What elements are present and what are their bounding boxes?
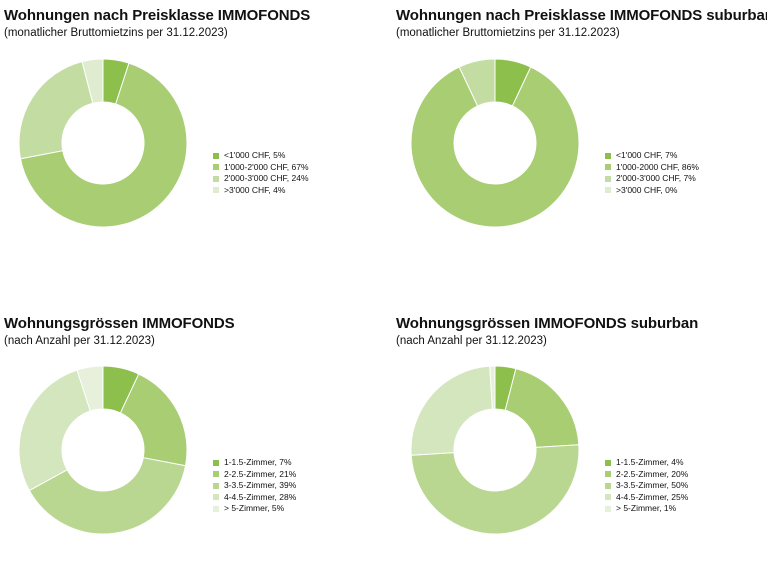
legend-label: 2-2.5-Zimmer, 21% — [224, 468, 297, 479]
chart-title: Wohnungsgrössen IMMOFONDS suburban — [396, 315, 699, 332]
donut-slice — [28, 457, 187, 535]
chart-subtitle: (monatlicher Bruttomietzins per 31.12.20… — [396, 27, 620, 39]
legend-label: 1'000-2000 CHF, 86% — [616, 161, 699, 172]
legend-label: 3-3.5-Zimmer, 39% — [224, 480, 297, 490]
legend-label: > 5-Zimmer, 1% — [616, 503, 677, 513]
legend-swatch — [213, 494, 219, 501]
donut-slice — [81, 58, 104, 104]
donut-chart — [410, 365, 580, 535]
legend-item: 2'000-3'000 CHF, 24% — [213, 173, 309, 185]
legend-label: >3'000 CHF, 4% — [224, 184, 286, 195]
donut-slice — [18, 369, 91, 492]
chart-panel-preisklasse: Wohnungen nach Preisklasse IMMOFONDS (mo… — [0, 0, 383, 271]
legend-label: >3'000 CHF, 0% — [616, 184, 678, 195]
donut-slice — [504, 368, 580, 448]
legend-label: 2-2.5-Zimmer, 20% — [616, 468, 689, 479]
chart-title: Wohnungen nach Preisklasse IMMOFONDS sub… — [396, 7, 767, 24]
legend-swatch — [213, 482, 219, 489]
legend-item: 1'000-2'000 CHF, 67% — [213, 162, 309, 174]
chart-legend: 1-1.5-Zimmer, 7% 2-2.5-Zimmer, 21% 3-3.5-Z… — [213, 457, 296, 515]
legend-swatch — [605, 471, 611, 478]
legend-swatch — [605, 164, 611, 171]
legend-swatch — [605, 459, 611, 466]
legend-item: >3'000 CHF, 4% — [213, 185, 309, 197]
chart-panel-preisklasse-suburban: Wohnungen nach Preisklasse IMMOFONDS sub… — [392, 0, 767, 271]
legend-label: 2'000-3'000 CHF, 24% — [224, 173, 309, 183]
legend-swatch — [213, 471, 219, 478]
legend-label: 1-1.5-Zimmer, 4% — [616, 457, 684, 467]
legend-label: > 5-Zimmer, 5% — [224, 503, 285, 513]
legend-swatch — [605, 175, 611, 182]
donut-slice — [410, 66, 580, 228]
legend-swatch — [605, 482, 611, 489]
legend-label: 4-4.5-Zimmer, 28% — [224, 491, 297, 502]
legend-label: 4-4.5-Zimmer, 25% — [616, 491, 689, 502]
legend-label: 3-3.5-Zimmer, 50% — [616, 480, 689, 490]
donut-chart — [18, 58, 188, 228]
legend-item: 2-2.5-Zimmer, 20% — [605, 469, 688, 481]
donut-slice — [18, 61, 94, 160]
legend-item: > 5-Zimmer, 1% — [605, 503, 688, 515]
legend-item: 2'000-3'000 CHF, 7% — [605, 173, 699, 185]
legend-swatch — [213, 152, 219, 159]
legend-swatch — [605, 152, 611, 159]
chart-legend: 1-1.5-Zimmer, 4% 2-2.5-Zimmer, 20% 3-3.5-Z… — [605, 457, 688, 515]
donut-slice — [458, 58, 496, 107]
donut-slice — [410, 444, 580, 535]
legend-swatch — [213, 164, 219, 171]
legend-swatch — [605, 494, 611, 501]
legend-swatch — [213, 187, 219, 194]
legend-label: <1'000 CHF, 5% — [224, 150, 286, 160]
chart-panel-wohnungsgroessen-suburban: Wohnungsgrössen IMMOFONDS suburban (nach… — [392, 308, 767, 579]
chart-panel-wohnungsgroessen: Wohnungsgrössen IMMOFONDS (nach Anzahl p… — [0, 308, 383, 579]
chart-legend: <1'000 CHF, 5% 1'000-2'000 CHF, 67% 2'000-… — [213, 150, 309, 196]
legend-item: 1-1.5-Zimmer, 4% — [605, 457, 688, 469]
donut-slice — [76, 365, 104, 412]
donut-slice — [19, 62, 188, 228]
donut-slice — [410, 365, 493, 456]
donut-chart — [18, 365, 188, 535]
legend-item: 1-1.5-Zimmer, 7% — [213, 457, 296, 469]
chart-title: Wohnungen nach Preisklasse IMMOFONDS — [4, 7, 311, 24]
legend-swatch — [213, 459, 219, 466]
legend-item: 4-4.5-Zimmer, 28% — [213, 492, 296, 504]
chart-subtitle: (monatlicher Bruttomietzins per 31.12.20… — [4, 27, 228, 39]
chart-subtitle: (nach Anzahl per 31.12.2023) — [4, 335, 155, 347]
legend-swatch — [213, 175, 219, 182]
legend-item: >3'000 CHF, 0% — [605, 185, 699, 197]
chart-legend: <1'000 CHF, 7% 1'000-2000 CHF, 86% 2'000-3… — [605, 150, 699, 196]
donut-chart — [410, 58, 580, 228]
legend-item: 4-4.5-Zimmer, 25% — [605, 492, 688, 504]
legend-label: <1'000 CHF, 7% — [616, 150, 678, 160]
legend-item: > 5-Zimmer, 5% — [213, 503, 296, 515]
chart-subtitle: (nach Anzahl per 31.12.2023) — [396, 335, 547, 347]
legend-item: 3-3.5-Zimmer, 39% — [213, 480, 296, 492]
legend-item: <1'000 CHF, 5% — [213, 150, 309, 162]
legend-label: 1'000-2'000 CHF, 67% — [224, 161, 309, 172]
legend-item: 2-2.5-Zimmer, 21% — [213, 469, 296, 481]
chart-title: Wohnungsgrössen IMMOFONDS — [4, 315, 235, 332]
legend-item: 3-3.5-Zimmer, 50% — [605, 480, 688, 492]
legend-label: 1-1.5-Zimmer, 7% — [224, 457, 292, 467]
legend-swatch — [605, 187, 611, 194]
legend-item: 1'000-2000 CHF, 86% — [605, 162, 699, 174]
legend-label: 2'000-3'000 CHF, 7% — [616, 173, 696, 183]
legend-item: <1'000 CHF, 7% — [605, 150, 699, 162]
donut-slice — [489, 365, 496, 410]
legend-swatch — [605, 505, 611, 512]
legend-swatch — [213, 505, 219, 512]
